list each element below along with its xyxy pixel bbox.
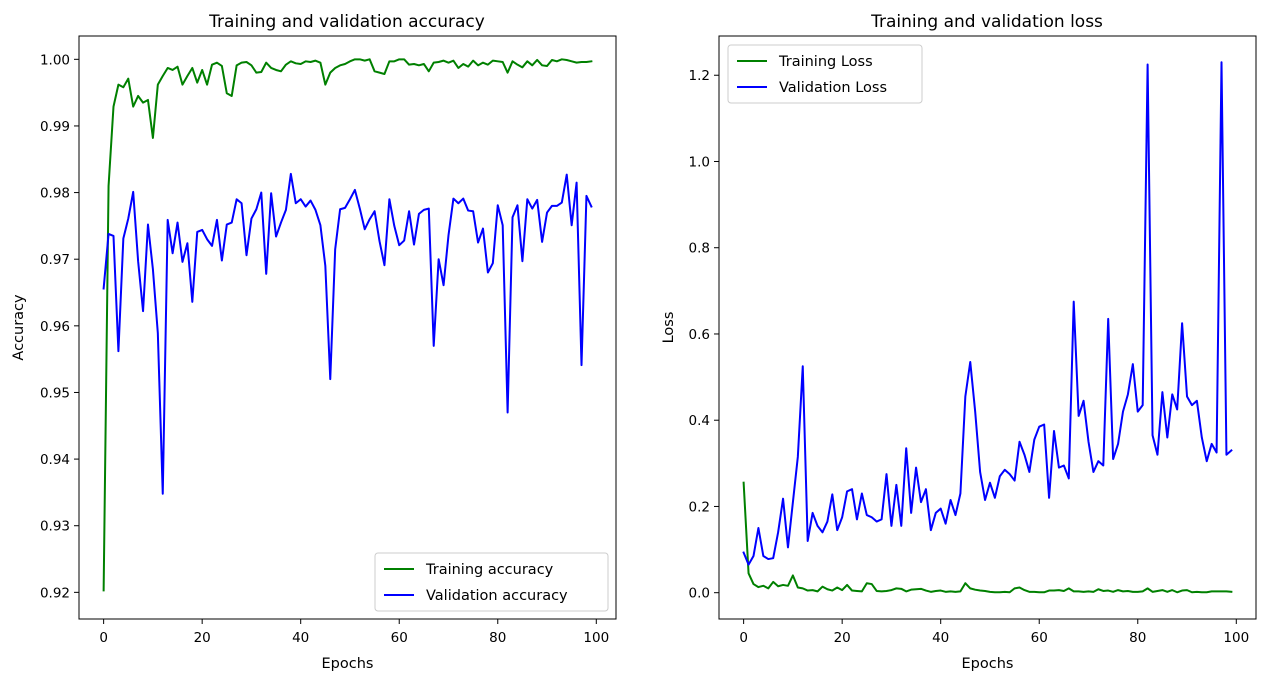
plot-frame [718, 35, 1257, 620]
legend-box [374, 552, 609, 612]
series-line-training-loss [742, 481, 1233, 594]
y-tick-label: 0.2 [689, 499, 710, 515]
legend-entry: Training Loss [778, 54, 873, 70]
legend-entry: Validation Loss [779, 80, 887, 96]
x-tick-label: 100 [1223, 630, 1249, 646]
plot-frame [78, 35, 617, 620]
y-tick-label: 0.99 [40, 119, 70, 135]
x-tick-label: 0 [739, 630, 748, 646]
legend-entry: Validation accuracy [426, 588, 568, 604]
x-tick-label: 40 [932, 630, 949, 646]
x-tick-label: 60 [391, 630, 408, 646]
x-tick-label: 60 [1031, 630, 1048, 646]
chart-title: Training and validation accuracy [208, 12, 485, 32]
y-tick-label: 0.4 [689, 413, 710, 429]
x-tick-label: 0 [99, 630, 108, 646]
series-line-validation-accuracy [102, 172, 593, 495]
x-tick-label: 20 [194, 630, 211, 646]
series-line-training-accuracy [102, 58, 593, 592]
y-tick-label: 0.95 [40, 385, 70, 401]
y-tick-label: 0.0 [689, 586, 710, 602]
legend-entry: Training accuracy [425, 562, 554, 578]
y-tick-label: 0.6 [689, 327, 710, 343]
y-tick-label: 0.97 [40, 252, 70, 268]
chart-loss: Training and validation loss 0 20 40 60 80 100… [661, 12, 1257, 672]
series-line-validation-loss [742, 61, 1233, 566]
y-tick-label: 0.94 [40, 452, 70, 468]
legend: Training accuracy Validation accuracy [374, 552, 609, 612]
y-tick-label: 0.98 [40, 186, 70, 202]
y-tick-label: 1.0 [689, 154, 710, 170]
y-tick-label: 1.00 [40, 52, 70, 68]
legend-box [727, 44, 923, 104]
y-tick-label: 0.8 [689, 241, 710, 257]
x-tick-label: 40 [292, 630, 309, 646]
y-axis-label: Loss [661, 312, 677, 344]
x-tick-label: 80 [1129, 630, 1146, 646]
y-tick-label: 0.96 [40, 319, 70, 335]
y-tick-label: 1.2 [689, 68, 710, 84]
x-tick-label: 100 [583, 630, 609, 646]
x-axis-label: Epochs [322, 656, 374, 672]
chart-accuracy: Training and validation accuracy 0 20 40 60 8… [11, 12, 617, 672]
x-tick-label: 20 [834, 630, 851, 646]
y-tick-label: 0.93 [40, 519, 70, 535]
legend: Training Loss Validation Loss [727, 44, 923, 104]
chart-title: Training and validation loss [870, 12, 1103, 32]
x-tick-label: 80 [489, 630, 506, 646]
x-axis-label: Epochs [962, 656, 1014, 672]
y-tick-label: 0.92 [40, 585, 70, 601]
y-axis-label: Accuracy [11, 294, 27, 361]
